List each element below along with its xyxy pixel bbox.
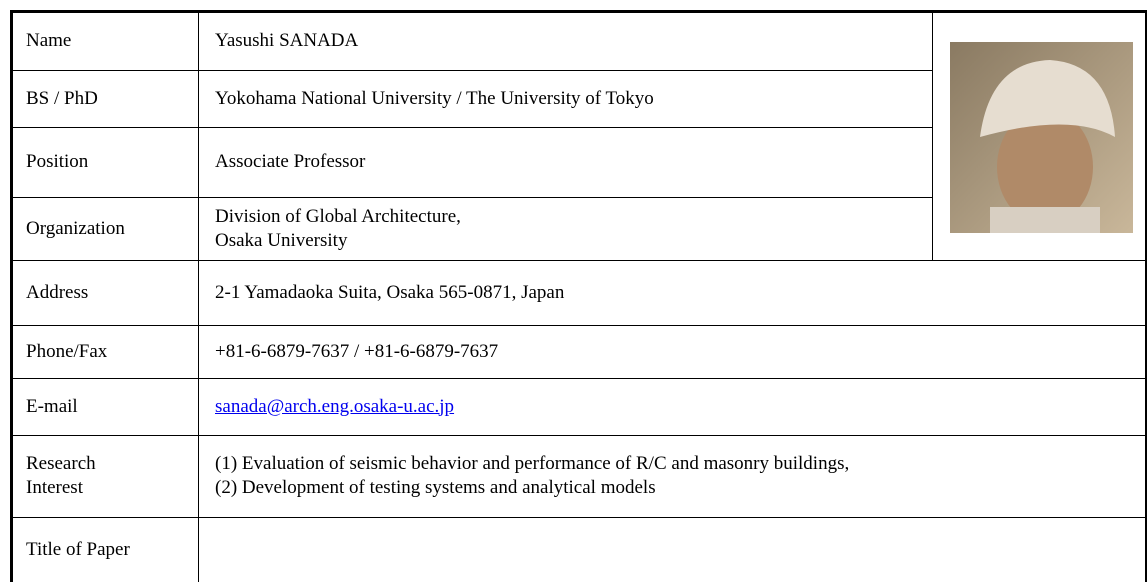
label-cell: Position [26,127,196,197]
value-cell: +81-6-6879-7637 / +81-6-6879-7637 [215,325,498,378]
border [1145,10,1147,582]
label-text: Phone/Fax [26,340,108,362]
email-link[interactable]: sanada@arch.eng.osaka-u.ac.jp [215,395,455,417]
value-cell: sanada@arch.eng.osaka-u.ac.jp [215,378,454,435]
row-line [10,260,1147,261]
label-cell: Title of Paper [26,517,196,582]
value-text: Yokohama National University / The Unive… [215,87,654,109]
label-cell: Phone/Fax [26,325,196,378]
row-line [10,127,932,128]
divider [932,12,933,260]
value-text: (2) Development of testing systems and a… [215,477,656,498]
label-text: E-mail [26,395,78,417]
divider [198,12,199,582]
border [10,10,1147,13]
value-text: (1) Evaluation of seismic behavior and p… [215,453,850,474]
border [10,10,13,582]
value-text: 2-1 Yamadaoka Suita, Osaka 565-0871, Jap… [215,281,565,303]
label-cell: Research Interest [26,435,196,517]
row-line [10,517,1147,518]
value-cell: Division of Global Architecture, Osaka Un… [215,197,461,260]
photo [950,42,1133,233]
label-cell: Name [26,12,196,70]
row-line [10,325,1147,326]
label-text: Address [26,281,89,303]
value-cell: Yokohama National University / The Unive… [215,70,654,127]
label-text: Organization [26,217,125,239]
label-text: BS / PhD [26,87,98,109]
value-cell: 2-1 Yamadaoka Suita, Osaka 565-0871, Jap… [215,260,564,325]
label-text: Name [26,30,72,51]
value-text: Yasushi SANADA [215,30,359,51]
label-text: Interest [26,477,83,498]
row-line [10,70,932,71]
label-cell: Organization [26,197,196,260]
label-cell: E-mail [26,378,196,435]
value-cell: (1) Evaluation of seismic behavior and p… [215,435,849,517]
value-text: Division of Global Architecture, [215,205,461,227]
value-cell: Yasushi SANADA [215,12,358,70]
label-text: Title of Paper [26,538,130,560]
label-cell: BS / PhD [26,70,196,127]
label-text: Research [26,453,96,474]
row-line [10,378,1147,379]
value-text: +81-6-6879-7637 / +81-6-6879-7637 [215,340,499,362]
value-text: Osaka University [215,229,348,251]
value-cell: Associate Professor [215,127,365,197]
row-line [10,197,932,198]
label-cell: Address [26,260,196,325]
row-line [10,435,1147,436]
value-text: Associate Professor [215,151,366,172]
label-text: Position [26,151,89,172]
